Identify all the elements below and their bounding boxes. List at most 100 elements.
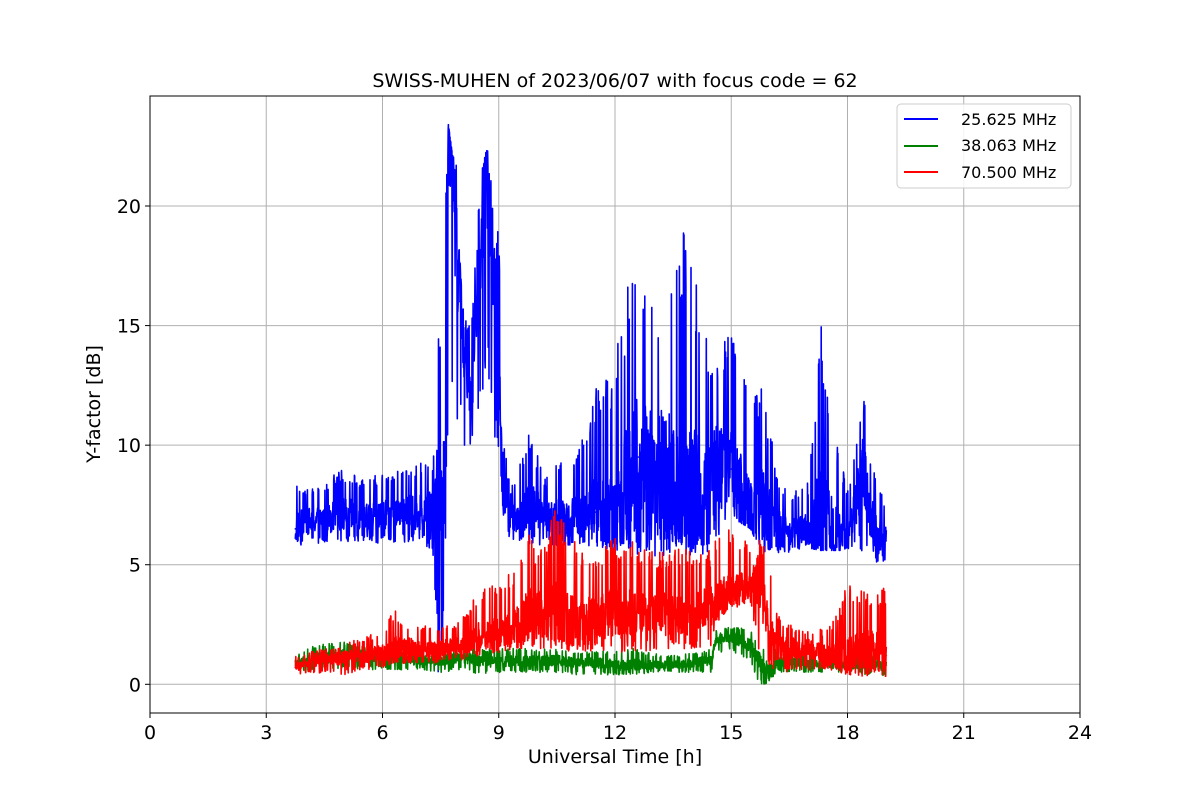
data-point-38063 [497, 661, 500, 664]
data-point-70500 [769, 635, 771, 638]
data-point-25625 [323, 518, 326, 521]
data-point-25625 [304, 520, 306, 523]
data-point-25625 [437, 504, 440, 506]
x-tick-label: 6 [376, 722, 388, 744]
data-point-25625 [517, 516, 519, 518]
data-point-70500 [497, 628, 500, 631]
data-point-25625 [497, 372, 500, 375]
data-point-25625 [447, 123, 450, 126]
data-point-38063 [672, 664, 674, 666]
data-point-25625 [575, 516, 578, 518]
data-point-70500 [827, 654, 829, 657]
data-point-38063 [691, 661, 694, 664]
data-point-70500 [711, 606, 713, 609]
data-point-25625 [381, 516, 384, 518]
data-point-70500 [536, 611, 539, 614]
data-point-38063 [459, 657, 461, 659]
series-line-70500 [294, 510, 888, 678]
data-point-70500 [393, 647, 395, 650]
data-point-25625 [614, 511, 616, 513]
data-point-70500 [420, 647, 423, 650]
data-point-25625 [776, 528, 779, 530]
chart-title: SWISS-MUHEN of 2023/06/07 with focus cod… [372, 70, 857, 92]
data-point-25625 [478, 253, 481, 255]
data-point-25625 [443, 468, 446, 470]
y-tick-label: 0 [129, 674, 141, 696]
data-point-70500 [757, 575, 760, 578]
data-point-38063 [711, 659, 713, 662]
data-point-25625 [509, 516, 512, 518]
tick-labels: 0 3 6 9 12 15 18 21 24 0 5 10 15 20 [117, 196, 1092, 744]
data-point-70500 [846, 654, 849, 657]
data-point-25625 [342, 513, 345, 516]
x-tick-label: 0 [144, 722, 156, 744]
data-point-38063 [614, 664, 616, 666]
data-point-25625 [544, 516, 547, 518]
data-point-70500 [691, 611, 694, 614]
data-point-70500 [342, 657, 345, 659]
data-point-70500 [439, 647, 442, 650]
data-point-70500 [404, 645, 407, 647]
data-point-25625 [470, 396, 473, 399]
legend: 25.625 MHz 38.063 MHz 70.500 MHz [896, 103, 1072, 189]
data-point-25625 [831, 528, 833, 530]
data-point-38063 [401, 659, 403, 662]
data-point-25625 [652, 468, 655, 470]
data-point-25625 [625, 480, 628, 482]
data-point-70500 [866, 647, 868, 650]
data-point-70500 [633, 611, 636, 614]
data-point-25625 [846, 532, 849, 535]
data-point-25625 [637, 456, 640, 458]
data-point-70500 [323, 659, 326, 662]
data-point-25625 [687, 480, 690, 482]
data-point-38063 [652, 664, 655, 666]
data-point-38063 [757, 659, 760, 662]
series-25625 [294, 123, 888, 673]
data-point-25625 [401, 511, 403, 513]
data-point-70500 [885, 654, 888, 657]
data-point-70500 [714, 599, 717, 602]
data-point-70500 [517, 623, 519, 626]
y-tick-label: 10 [117, 435, 141, 457]
x-tick-label: 3 [260, 722, 272, 744]
data-point-25625 [761, 504, 764, 506]
data-point-38063 [478, 659, 481, 662]
x-tick-label: 12 [603, 722, 627, 744]
data-point-38063 [769, 671, 771, 674]
data-point-70500 [749, 587, 752, 590]
data-point-25625 [594, 511, 597, 513]
data-point-25625 [528, 504, 531, 506]
data-point-25625 [501, 492, 504, 494]
series-70500 [294, 510, 888, 678]
data-point-25625 [819, 516, 822, 518]
data-point-70500 [776, 647, 779, 650]
data-point-70500 [362, 654, 364, 657]
data-point-38063 [575, 661, 578, 664]
data-point-38063 [536, 659, 539, 662]
data-point-25625 [749, 516, 752, 518]
legend-label-70500: 70.500 MHz [961, 163, 1056, 182]
data-point-38063 [749, 645, 752, 647]
y-tick-label: 20 [117, 196, 141, 218]
data-point-25625 [877, 535, 880, 537]
data-point-70500 [672, 611, 674, 614]
data-point-38063 [556, 659, 558, 662]
data-point-25625 [730, 468, 733, 470]
data-point-25625 [862, 468, 864, 470]
legend-label-38063: 38.063 MHz [961, 136, 1056, 155]
data-point-38063 [714, 638, 717, 640]
legend-box [896, 103, 1072, 189]
data-point-25625 [714, 463, 717, 466]
data-point-70500 [614, 611, 616, 614]
data-point-70500 [594, 616, 597, 619]
data-point-25625 [486, 181, 488, 183]
y-tick-label: 15 [117, 316, 141, 338]
data-point-25625 [807, 528, 810, 530]
data-point-70500 [556, 611, 558, 614]
data-point-38063 [517, 659, 519, 662]
x-tick-label: 15 [719, 722, 743, 744]
data-point-70500 [788, 647, 791, 650]
data-point-25625 [432, 508, 434, 511]
x-tick-label: 18 [835, 722, 859, 744]
